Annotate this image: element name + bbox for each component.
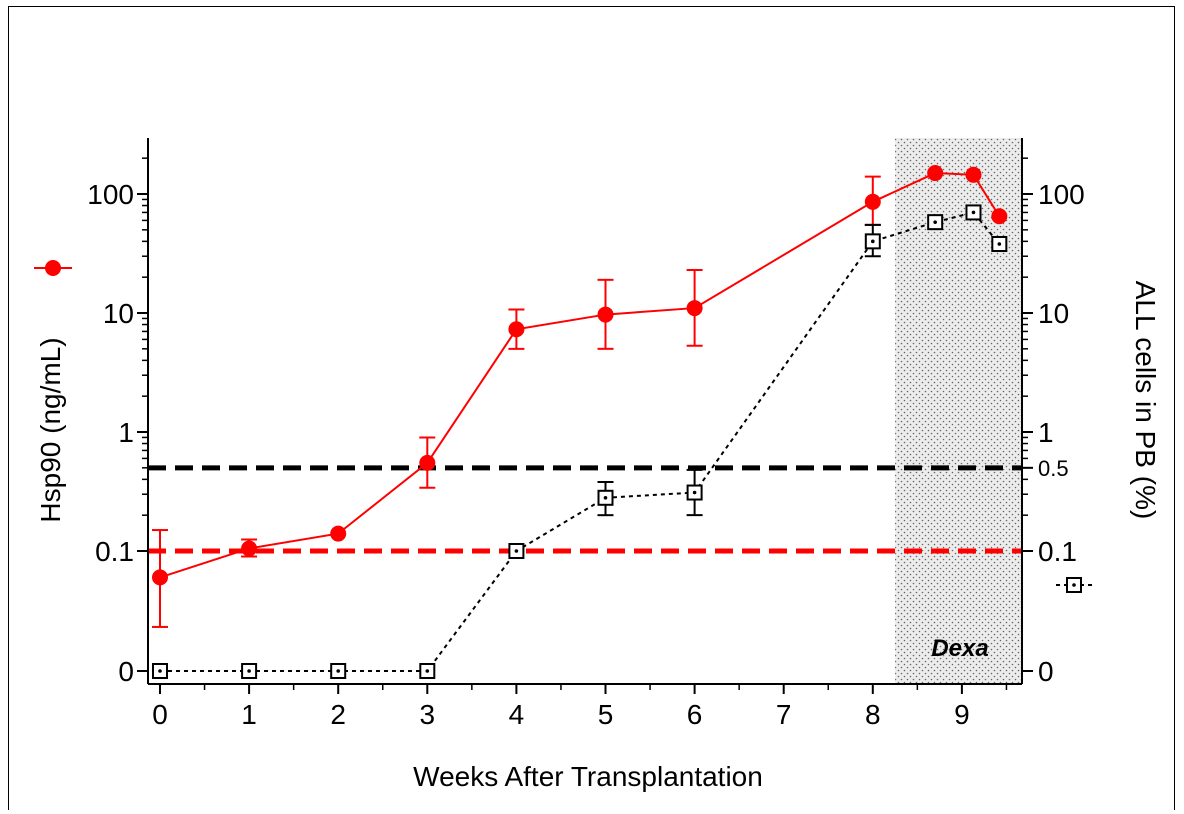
hsp90-point — [687, 300, 703, 316]
hsp90-point — [927, 165, 943, 181]
hsp90-point — [508, 321, 524, 337]
x-axis-title: Weeks After Transplantation — [413, 761, 763, 792]
square-marker-dot — [693, 491, 697, 495]
all-cells-point — [688, 486, 702, 500]
hsp90-point — [991, 208, 1007, 224]
y-left-tick-label: 0.1 — [95, 536, 134, 567]
x-tick-label: 8 — [865, 699, 881, 730]
all-cells-point — [509, 544, 523, 558]
y-right-tick-label: 0.5 — [1038, 456, 1069, 481]
x-tick-label: 4 — [509, 699, 525, 730]
y-left-tick-label: 10 — [103, 298, 134, 329]
x-tick-label: 2 — [330, 699, 346, 730]
square-marker-dot — [871, 240, 875, 244]
hsp90-point — [598, 307, 614, 323]
square-marker-dot — [972, 211, 976, 215]
square-marker-dot — [515, 549, 519, 553]
all-cells-point — [928, 215, 942, 229]
all-cells-point — [153, 664, 167, 678]
square-marker-dot — [247, 669, 251, 673]
y-right-tick-label: 0 — [1038, 656, 1054, 687]
hsp90-point — [241, 540, 257, 556]
y-right-tick-label: 1 — [1038, 417, 1054, 448]
all-cells-series-line — [160, 212, 999, 671]
y-left-tick-label: 0 — [118, 656, 134, 687]
all-cells-point — [242, 664, 256, 678]
all-cells-point — [599, 491, 613, 505]
y-left-axis-title: Hsp90 (ng/mL) — [35, 337, 66, 522]
legend-marker-dot — [1072, 583, 1076, 587]
square-marker-dot — [158, 669, 162, 673]
square-marker-dot — [933, 220, 937, 224]
legend-marker — [45, 260, 61, 276]
all-cells-point — [992, 237, 1006, 251]
hsp90-point — [152, 569, 168, 585]
x-tick-label: 3 — [420, 699, 436, 730]
y-right-axis-title: ALL cells in PB (%) — [1130, 281, 1161, 520]
x-tick-label: 5 — [598, 699, 614, 730]
all-cells-point — [866, 234, 880, 248]
x-tick-label: 9 — [954, 699, 970, 730]
x-tick-label: 0 — [152, 699, 168, 730]
all-cells-legend-symbol — [1056, 578, 1094, 592]
square-marker-dot — [604, 496, 608, 500]
hsp90-point — [865, 194, 881, 210]
x-tick-label: 1 — [241, 699, 257, 730]
square-marker-dot — [336, 669, 340, 673]
hsp90-point — [330, 526, 346, 542]
dexa-label: Dexa — [931, 635, 988, 662]
x-tick-label: 7 — [776, 699, 792, 730]
all-cells-point — [420, 664, 434, 678]
x-tick-label: 6 — [687, 699, 703, 730]
y-right-tick-label: 0.1 — [1038, 536, 1077, 567]
y-right-tick-label: 10 — [1038, 298, 1069, 329]
y-left-tick-label: 1 — [118, 417, 134, 448]
hsp90-point — [419, 455, 435, 471]
square-marker-dot — [426, 669, 430, 673]
all-cells-point — [331, 664, 345, 678]
series-layer — [152, 165, 1007, 678]
y-left-tick-label: 100 — [87, 179, 134, 210]
square-marker-dot — [998, 242, 1002, 246]
hsp90-legend-symbol — [34, 260, 72, 276]
y-right-tick-label: 100 — [1038, 179, 1085, 210]
hsp90-point — [965, 167, 981, 183]
all-cells-point — [966, 205, 980, 219]
